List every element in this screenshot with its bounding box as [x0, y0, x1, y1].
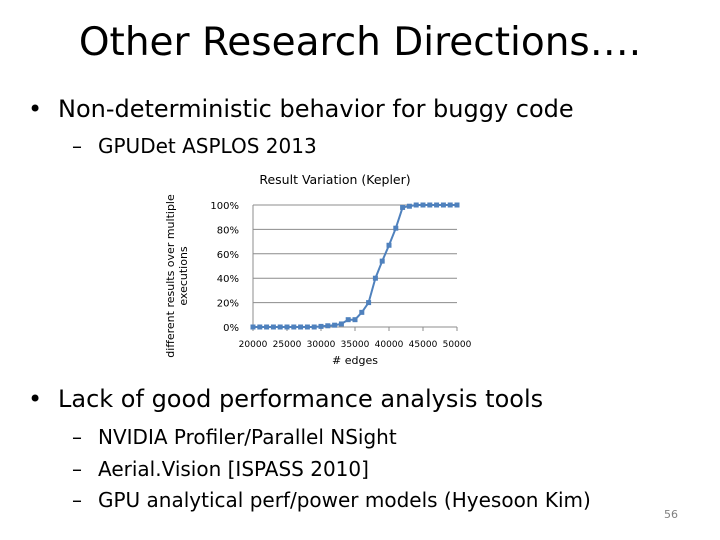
data-point	[454, 202, 460, 208]
data-point	[325, 323, 331, 329]
sub-bullet-text: NVIDIA Profiler/Parallel NSight	[98, 425, 397, 449]
bullet-performance-tools: • Lack of good performance analysis tools	[28, 385, 543, 413]
sub-bullet-nvidia-profiler: – NVIDIA Profiler/Parallel NSight	[72, 425, 397, 449]
data-point	[291, 324, 297, 330]
page-number: 56	[664, 508, 678, 521]
sub-bullet-gpudet: – GPUDet ASPLOS 2013	[72, 134, 317, 158]
x-tick-label: 25000	[273, 340, 302, 350]
data-point	[257, 324, 263, 330]
sub-bullet-text: GPUDet ASPLOS 2013	[98, 134, 317, 158]
data-point	[338, 321, 344, 327]
bullet-marker: •	[28, 385, 43, 413]
series-line	[253, 204, 457, 328]
data-point	[311, 324, 317, 330]
y-tick-label: 60%	[217, 250, 239, 261]
data-point	[304, 324, 310, 330]
dash-marker: –	[72, 488, 82, 512]
dash-marker: –	[72, 425, 82, 449]
data-point	[440, 202, 446, 208]
data-point	[277, 324, 283, 330]
data-point	[420, 202, 426, 208]
data-point	[379, 258, 385, 264]
y-tick-label: 20%	[217, 299, 239, 310]
data-point	[406, 203, 412, 209]
bullet-marker: •	[28, 95, 43, 123]
x-tick-label: 35000	[341, 340, 370, 350]
dash-marker: –	[72, 134, 82, 158]
data-point	[270, 324, 276, 330]
result-variation-chart: Result Variation (Kepler) 0% 20% 40% 60% 80% 1…	[164, 172, 472, 367]
y-tick-label: 40%	[217, 274, 239, 285]
data-point	[352, 317, 358, 323]
sub-bullet-gpu-models: – GPU analytical perf/power models (Hyeso…	[72, 488, 591, 512]
y-axis-label: executions	[177, 246, 190, 306]
data-point	[284, 324, 290, 330]
data-point	[386, 242, 392, 248]
bullet-nondeterministic: • Non-deterministic behavior for buggy co…	[28, 95, 574, 123]
data-point	[318, 323, 324, 329]
bullet-text: Non-deterministic behavior for buggy cod…	[58, 95, 574, 123]
data-point	[250, 324, 256, 330]
data-point	[447, 202, 453, 208]
data-point	[298, 324, 304, 330]
y-tick-label: 80%	[217, 225, 239, 236]
sub-bullet-aerialvision: – Aerial.Vision [ISPASS 2010]	[72, 457, 369, 481]
data-point	[400, 204, 406, 210]
data-point	[366, 300, 372, 306]
x-tick-label: 30000	[307, 340, 336, 350]
data-point	[359, 309, 365, 315]
chart-title: Result Variation (Kepler)	[259, 172, 410, 187]
x-tick-label: 45000	[409, 340, 438, 350]
dash-marker: –	[72, 457, 82, 481]
data-point	[393, 225, 399, 231]
data-point	[427, 202, 433, 208]
data-point	[372, 275, 378, 281]
x-tick-label: 20000	[239, 340, 268, 350]
data-point	[413, 202, 419, 208]
x-tick-label: 40000	[375, 340, 404, 350]
data-point	[345, 317, 351, 323]
sub-bullet-text: Aerial.Vision [ISPASS 2010]	[98, 457, 369, 481]
sub-bullet-text: GPU analytical perf/power models (Hyesoo…	[98, 488, 591, 512]
y-tick-label: 0%	[223, 323, 239, 334]
bullet-text: Lack of good performance analysis tools	[58, 385, 544, 413]
x-tick-label: 50000	[443, 340, 472, 350]
x-axis-label: # edges	[332, 354, 378, 367]
y-tick-label: 100%	[210, 201, 239, 212]
data-point	[264, 324, 270, 330]
data-point	[434, 202, 440, 208]
data-point	[332, 322, 338, 328]
slide-title: Other Research Directions….	[78, 20, 642, 65]
y-axis-label: different results over multiple	[164, 194, 177, 358]
